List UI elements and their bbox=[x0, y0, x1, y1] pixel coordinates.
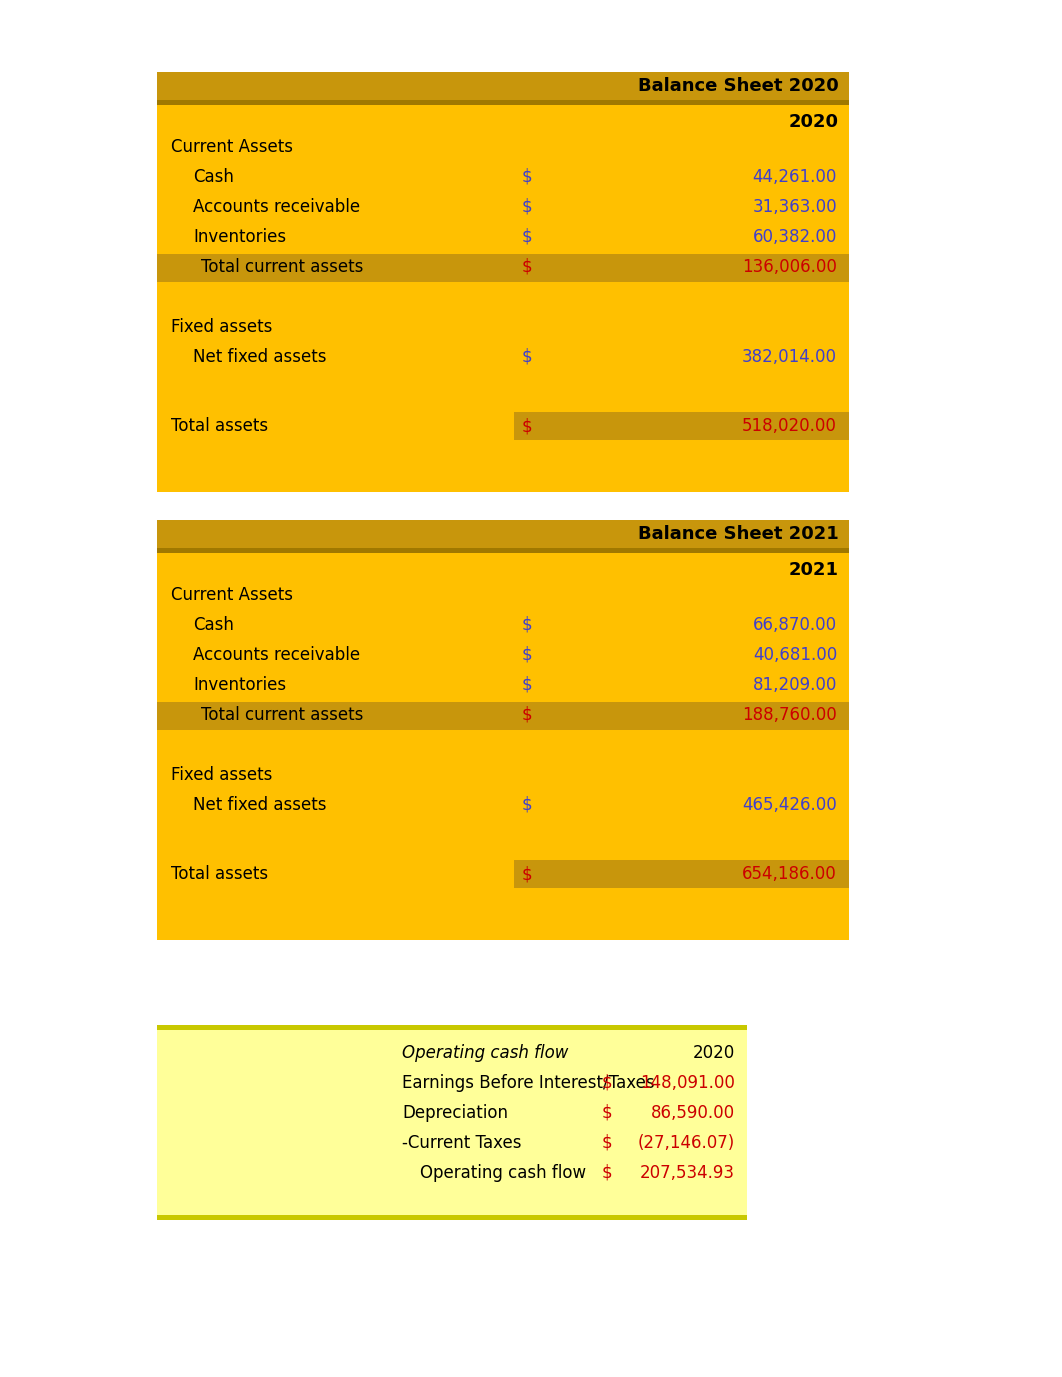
Text: Balance Sheet 2021: Balance Sheet 2021 bbox=[638, 525, 839, 543]
Text: $: $ bbox=[523, 796, 533, 814]
Bar bbox=[514, 861, 849, 888]
Text: Cash: Cash bbox=[193, 168, 234, 186]
Bar bbox=[157, 72, 849, 492]
Text: Accounts receivable: Accounts receivable bbox=[193, 646, 360, 664]
Text: (27,146.07): (27,146.07) bbox=[638, 1135, 735, 1153]
Text: 2020: 2020 bbox=[789, 113, 839, 131]
Text: 188,760.00: 188,760.00 bbox=[742, 706, 837, 724]
Bar bbox=[157, 548, 849, 554]
Text: 86,590.00: 86,590.00 bbox=[651, 1104, 735, 1122]
Text: $: $ bbox=[602, 1074, 613, 1092]
Text: Fixed assets: Fixed assets bbox=[171, 766, 272, 784]
Bar bbox=[157, 521, 849, 940]
Bar bbox=[514, 412, 849, 441]
Bar bbox=[157, 1024, 747, 1030]
Text: 40,681.00: 40,681.00 bbox=[753, 646, 837, 664]
Text: 382,014.00: 382,014.00 bbox=[742, 348, 837, 366]
Text: Operating cash flow: Operating cash flow bbox=[402, 1044, 568, 1062]
Text: Current Assets: Current Assets bbox=[171, 587, 293, 605]
Text: $: $ bbox=[523, 257, 533, 275]
Text: Depreciation: Depreciation bbox=[402, 1104, 508, 1122]
Text: $: $ bbox=[602, 1135, 613, 1153]
Text: 31,363.00: 31,363.00 bbox=[752, 198, 837, 216]
Text: Operating cash flow: Operating cash flow bbox=[419, 1164, 586, 1181]
Text: Total current assets: Total current assets bbox=[201, 257, 363, 275]
Bar bbox=[157, 702, 849, 730]
Bar bbox=[157, 72, 849, 101]
Text: Net fixed assets: Net fixed assets bbox=[193, 348, 326, 366]
Text: Inventories: Inventories bbox=[193, 229, 286, 246]
Text: 66,870.00: 66,870.00 bbox=[753, 616, 837, 633]
Text: -Current Taxes: -Current Taxes bbox=[402, 1135, 521, 1153]
Text: 44,261.00: 44,261.00 bbox=[753, 168, 837, 186]
Bar bbox=[157, 1024, 747, 1220]
Text: Earnings Before Interest/Taxes: Earnings Before Interest/Taxes bbox=[402, 1074, 654, 1092]
Text: 518,020.00: 518,020.00 bbox=[742, 417, 837, 435]
Text: Accounts receivable: Accounts receivable bbox=[193, 198, 360, 216]
Text: Balance Sheet 2020: Balance Sheet 2020 bbox=[638, 77, 839, 95]
Text: $: $ bbox=[523, 646, 533, 664]
Text: $: $ bbox=[523, 706, 533, 724]
Text: 148,091.00: 148,091.00 bbox=[640, 1074, 735, 1092]
Text: 465,426.00: 465,426.00 bbox=[742, 796, 837, 814]
Text: Total assets: Total assets bbox=[171, 417, 268, 435]
Text: $: $ bbox=[523, 676, 533, 694]
Text: $: $ bbox=[523, 348, 533, 366]
Text: 2021: 2021 bbox=[789, 560, 839, 578]
Text: Total current assets: Total current assets bbox=[201, 706, 363, 724]
Text: $: $ bbox=[523, 865, 533, 883]
Text: $: $ bbox=[602, 1164, 613, 1181]
Text: $: $ bbox=[523, 198, 533, 216]
Text: 60,382.00: 60,382.00 bbox=[753, 229, 837, 246]
Text: Total assets: Total assets bbox=[171, 865, 268, 883]
Text: $: $ bbox=[523, 229, 533, 246]
Bar bbox=[157, 521, 849, 548]
Text: $: $ bbox=[523, 168, 533, 186]
Text: Cash: Cash bbox=[193, 616, 234, 633]
Text: 654,186.00: 654,186.00 bbox=[742, 865, 837, 883]
Text: Inventories: Inventories bbox=[193, 676, 286, 694]
Text: Net fixed assets: Net fixed assets bbox=[193, 796, 326, 814]
Text: Fixed assets: Fixed assets bbox=[171, 318, 272, 336]
Text: 2020: 2020 bbox=[692, 1044, 735, 1062]
Text: 136,006.00: 136,006.00 bbox=[742, 257, 837, 275]
Text: 81,209.00: 81,209.00 bbox=[753, 676, 837, 694]
Text: Current Assets: Current Assets bbox=[171, 138, 293, 156]
Bar bbox=[157, 1215, 747, 1220]
Bar bbox=[157, 253, 849, 282]
Bar bbox=[157, 101, 849, 105]
Text: 207,534.93: 207,534.93 bbox=[640, 1164, 735, 1181]
Text: $: $ bbox=[523, 616, 533, 633]
Text: $: $ bbox=[602, 1104, 613, 1122]
Text: $: $ bbox=[523, 417, 533, 435]
